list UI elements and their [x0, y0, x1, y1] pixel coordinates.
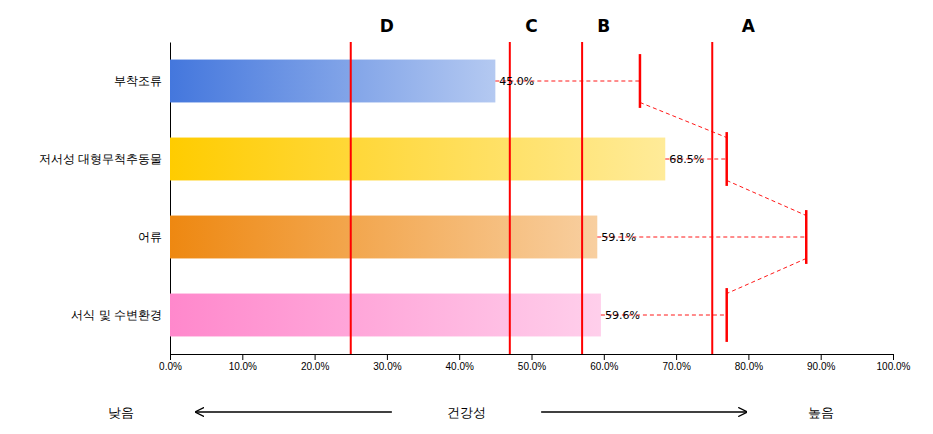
x-tick-mark — [821, 354, 822, 360]
arrow-left — [196, 411, 392, 412]
x-tick-label: 100.0% — [877, 361, 911, 372]
x-axis: 0.0% 10.0% 20.0% 30.0% 40.0% 50.0% 60.0% 70.0% 8… — [159, 354, 910, 372]
x-tick: 40.0% — [446, 354, 474, 372]
x-tick: 50.0% — [518, 354, 546, 372]
x-tick: 70.0% — [662, 354, 690, 372]
plot — [170, 42, 806, 354]
reference-tick — [805, 210, 808, 264]
bar — [170, 60, 495, 103]
y-axis: 부착조류저서성 대형무척추동물어류서식 및 수변환경 — [39, 43, 171, 355]
x-tick-label: 20.0% — [301, 361, 329, 372]
x-tick-mark — [676, 354, 677, 360]
grade-label: A — [742, 16, 756, 36]
x-tick: 60.0% — [590, 354, 618, 372]
reference-tick — [639, 54, 642, 108]
x-tick: 80.0% — [735, 354, 763, 372]
x-tick-mark — [532, 354, 533, 360]
y-tick-label: 저서성 대형무척추동물 — [39, 152, 162, 166]
grade-label: D — [380, 16, 394, 36]
labels: 45.0% 68.5% 59.1% 59.6% D C B A 낮음 건강성 높음 — [108, 16, 834, 420]
chart: 0.0% 10.0% 20.0% 30.0% 40.0% 50.0% 60.0% 70.0% 8… — [0, 0, 933, 434]
x-tick-mark — [893, 354, 894, 360]
grade-label: B — [597, 16, 610, 36]
bottom-label: 낮음 — [108, 405, 134, 420]
x-tick-mark — [170, 354, 171, 360]
x-tick-mark — [459, 354, 460, 360]
x-tick-mark — [748, 354, 749, 360]
bar — [170, 294, 601, 337]
value-label: 59.1% — [601, 231, 636, 244]
x-axis-line — [171, 355, 894, 361]
bar — [170, 216, 597, 259]
grade-line — [350, 42, 352, 354]
y-tick: 어류 — [138, 230, 170, 244]
y-tick: 부착조류 — [114, 74, 170, 88]
x-tick-label: 90.0% — [807, 361, 835, 372]
x-tick-label: 70.0% — [662, 361, 690, 372]
x-tick-label: 10.0% — [229, 361, 257, 372]
grade-line — [581, 42, 583, 354]
x-tick-label: 30.0% — [373, 361, 401, 372]
reference-link — [640, 102, 727, 137]
x-tick-mark — [387, 354, 388, 360]
x-tick-label: 80.0% — [735, 361, 763, 372]
y-tick: 저서성 대형무척추동물 — [39, 152, 170, 166]
x-tick: 100.0% — [877, 354, 911, 372]
reference-tick — [725, 288, 728, 342]
x-tick: 20.0% — [301, 354, 329, 372]
reference-link — [727, 258, 807, 293]
x-tick: 0.0% — [159, 354, 182, 372]
x-tick-mark — [315, 354, 316, 360]
value-label: 59.6% — [605, 309, 640, 322]
x-tick-label: 0.0% — [159, 361, 182, 372]
y-tick: 서식 및 수변환경 — [71, 308, 170, 322]
value-label: 45.0% — [499, 75, 534, 88]
x-tick-label: 60.0% — [590, 361, 618, 372]
grade-line — [509, 42, 511, 354]
grade-line — [711, 42, 713, 354]
reference-tick — [725, 132, 728, 186]
y-tick-label: 부착조류 — [114, 74, 162, 88]
x-tick-mark — [604, 354, 605, 360]
bottom-label: 건강성 — [447, 405, 486, 420]
x-tick-mark — [242, 354, 243, 360]
x-tick: 30.0% — [373, 354, 401, 372]
y-tick-label: 서식 및 수변환경 — [71, 308, 162, 322]
arrow-right — [541, 411, 746, 412]
x-tick-label: 50.0% — [518, 361, 546, 372]
grade-label: C — [525, 16, 537, 36]
x-tick-label: 40.0% — [446, 361, 474, 372]
x-tick: 90.0% — [807, 354, 835, 372]
y-tick-label: 어류 — [138, 230, 162, 244]
reference-link — [727, 180, 807, 215]
bottom-label: 높음 — [808, 405, 834, 420]
bar — [170, 138, 665, 181]
x-tick: 10.0% — [229, 354, 257, 372]
value-label: 68.5% — [669, 153, 704, 166]
